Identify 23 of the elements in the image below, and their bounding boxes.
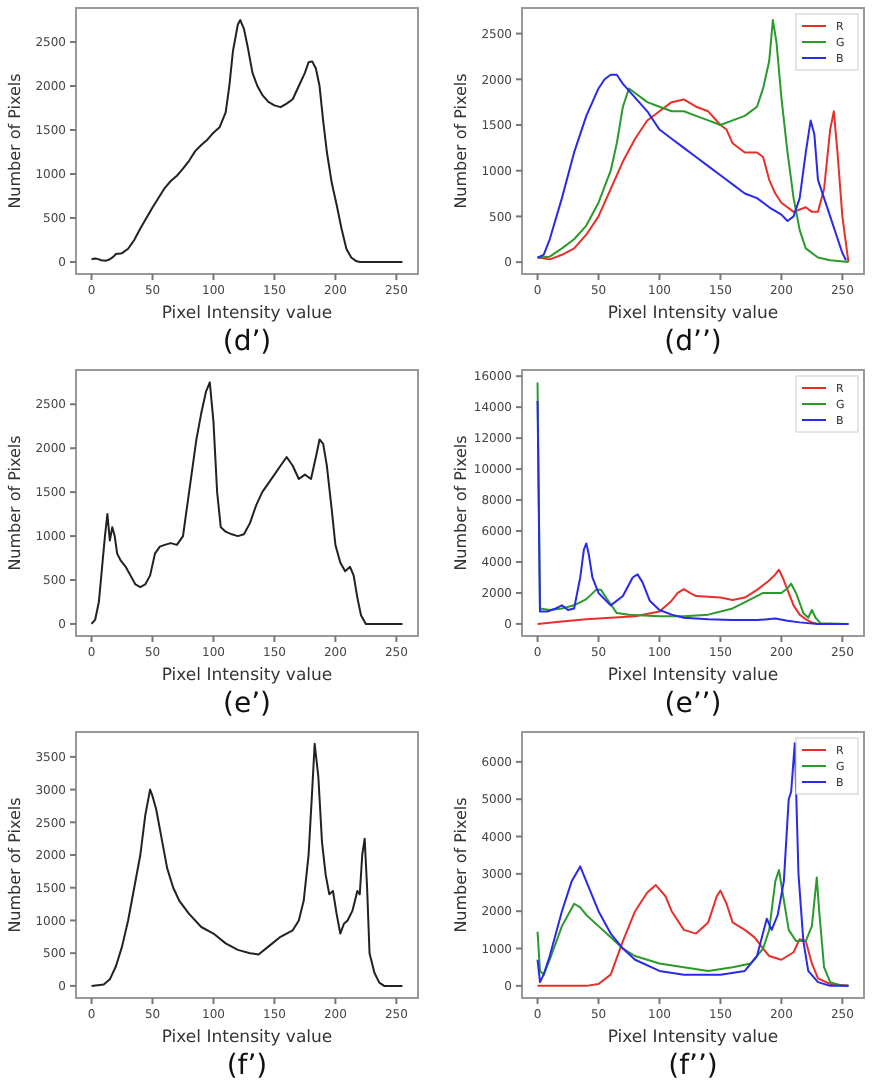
x-axis-title: Pixel Intensity value: [161, 304, 333, 324]
x-axis-title: Pixel Intensity value: [607, 1028, 779, 1048]
text: (e’): [223, 688, 271, 720]
line-series: [90, 19, 404, 263]
text: (f’’): [668, 1050, 718, 1082]
text: (d’’): [664, 326, 722, 358]
line-series: [536, 742, 850, 987]
line-series: [90, 381, 404, 625]
text: (d’): [222, 326, 272, 358]
text: (e’’): [664, 688, 722, 720]
x-axis-title: Pixel Intensity value: [161, 1028, 333, 1048]
y-axis-title: Number of Pixels: [6, 797, 24, 933]
line-series: [536, 18, 850, 264]
text: (f’): [226, 1050, 268, 1082]
x-axis-title: Pixel Intensity value: [161, 666, 333, 686]
line-series: [90, 742, 404, 987]
x-axis-title: Pixel Intensity value: [607, 304, 779, 324]
y-axis-title: Number of Pixels: [452, 73, 470, 209]
x-axis-title: Pixel Intensity value: [607, 666, 779, 686]
y-axis-title: Number of Pixels: [6, 435, 24, 571]
y-axis-title: Number of Pixels: [6, 73, 24, 209]
y-axis-title: Number of Pixels: [452, 797, 470, 933]
y-axis-title: Number of Pixels: [452, 435, 470, 571]
